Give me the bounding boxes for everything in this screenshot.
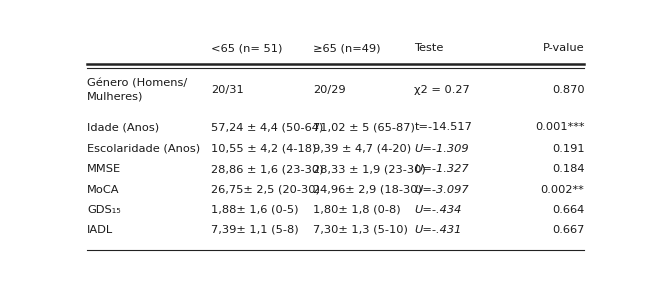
Text: GDS₁₅: GDS₁₅ xyxy=(87,205,121,215)
Text: 0.184: 0.184 xyxy=(552,164,584,174)
Text: 26,75± 2,5 (20-30): 26,75± 2,5 (20-30) xyxy=(212,185,320,195)
Text: 28,33 ± 1,9 (23-30): 28,33 ± 1,9 (23-30) xyxy=(313,164,426,174)
Text: 57,24 ± 4,4 (50-64): 57,24 ± 4,4 (50-64) xyxy=(212,123,324,133)
Text: 7,39± 1,1 (5-8): 7,39± 1,1 (5-8) xyxy=(212,225,299,235)
Text: 0.001***: 0.001*** xyxy=(535,123,584,133)
Text: Género (Homens/
Mulheres): Género (Homens/ Mulheres) xyxy=(87,79,187,101)
Text: 20/29: 20/29 xyxy=(313,85,345,95)
Text: 71,02 ± 5 (65-87): 71,02 ± 5 (65-87) xyxy=(313,123,415,133)
Text: 7,30± 1,3 (5-10): 7,30± 1,3 (5-10) xyxy=(313,225,407,235)
Text: 20/31: 20/31 xyxy=(212,85,244,95)
Text: 10,55 ± 4,2 (4-18): 10,55 ± 4,2 (4-18) xyxy=(212,144,317,154)
Text: Idade (Anos): Idade (Anos) xyxy=(87,123,159,133)
Text: 0.870: 0.870 xyxy=(552,85,584,95)
Text: MoCA: MoCA xyxy=(87,185,119,195)
Text: 1,88± 1,6 (0-5): 1,88± 1,6 (0-5) xyxy=(212,205,299,215)
Text: U=-1.309: U=-1.309 xyxy=(415,144,469,154)
Text: ≥65 (n=49): ≥65 (n=49) xyxy=(313,44,381,54)
Text: P-value: P-value xyxy=(543,44,584,54)
Text: 0.191: 0.191 xyxy=(552,144,584,154)
Text: 0.002**: 0.002** xyxy=(540,185,584,195)
Text: 28,86 ± 1,6 (23-30): 28,86 ± 1,6 (23-30) xyxy=(212,164,324,174)
Text: MMSE: MMSE xyxy=(87,164,121,174)
Text: 24,96± 2,9 (18-30): 24,96± 2,9 (18-30) xyxy=(313,185,422,195)
Text: IADL: IADL xyxy=(87,225,113,235)
Text: 9,39 ± 4,7 (4-20): 9,39 ± 4,7 (4-20) xyxy=(313,144,411,154)
Text: 1,80± 1,8 (0-8): 1,80± 1,8 (0-8) xyxy=(313,205,400,215)
Text: <65 (n= 51): <65 (n= 51) xyxy=(212,44,283,54)
Text: χ2 = 0.27: χ2 = 0.27 xyxy=(415,85,470,95)
Text: 0.667: 0.667 xyxy=(552,225,584,235)
Text: 0.664: 0.664 xyxy=(552,205,584,215)
Text: Escolaridade (Anos): Escolaridade (Anos) xyxy=(87,144,200,154)
Text: t=-14.517: t=-14.517 xyxy=(415,123,472,133)
Text: U=-3.097: U=-3.097 xyxy=(415,185,469,195)
Text: Teste: Teste xyxy=(415,44,443,54)
Text: U=-.431: U=-.431 xyxy=(415,225,462,235)
Text: U=-.434: U=-.434 xyxy=(415,205,462,215)
Text: U=-1.327: U=-1.327 xyxy=(415,164,469,174)
